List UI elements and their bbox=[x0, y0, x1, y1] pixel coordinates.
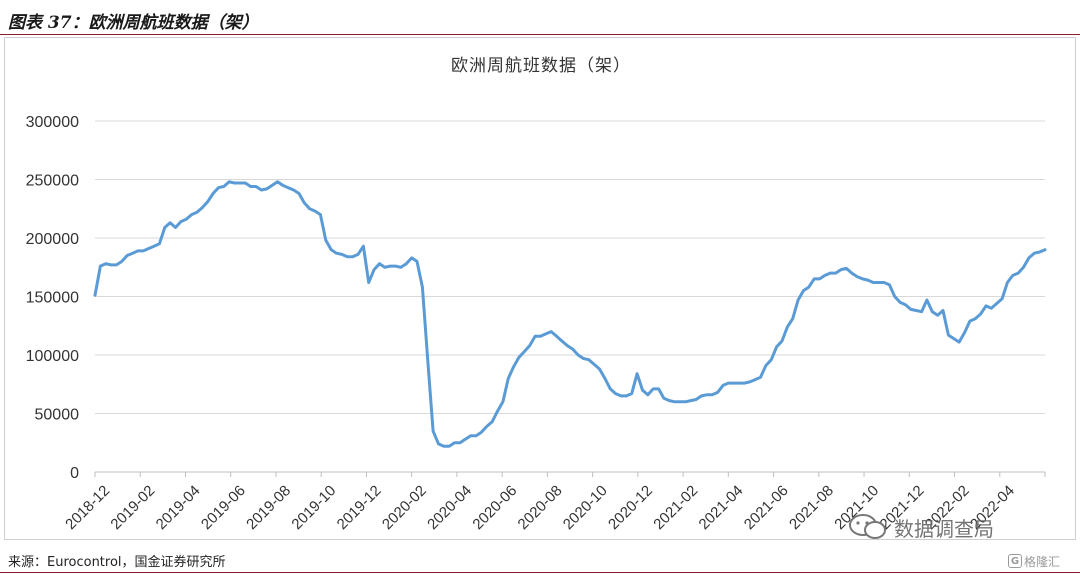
x-tick-label: 2019-04 bbox=[153, 482, 204, 533]
source-note: 来源：Eurocontrol，国金证券研究所 bbox=[8, 555, 226, 570]
x-tick-label: 2021-08 bbox=[786, 482, 837, 533]
x-tick-label: 2020-10 bbox=[560, 482, 611, 533]
x-tick-label: 2019-08 bbox=[243, 482, 294, 533]
x-tick-label: 2020-02 bbox=[379, 482, 430, 533]
y-tick-label: 250000 bbox=[26, 173, 79, 190]
x-tick-label: 2021-02 bbox=[650, 482, 701, 533]
wechat-bubbles-icon bbox=[848, 512, 888, 542]
y-tick-label: 300000 bbox=[26, 114, 79, 131]
logo-mark-icon: G bbox=[1008, 554, 1022, 568]
x-tick-label: 2020-04 bbox=[424, 482, 475, 533]
x-tick-label: 2019-02 bbox=[107, 482, 158, 533]
wechat-watermark: 数据调查局 bbox=[848, 510, 994, 544]
figure-title: 图表 37：欧洲周航班数据（架） bbox=[8, 13, 259, 33]
logo-text: 格隆汇 bbox=[1024, 554, 1061, 569]
x-tick-label: 2019-12 bbox=[334, 482, 385, 533]
x-tick-label: 2018-12 bbox=[62, 482, 113, 533]
y-tick-label: 50000 bbox=[35, 407, 80, 424]
y-tick-label: 200000 bbox=[26, 231, 79, 248]
chart-frame: 欧洲周航班数据（架） 0 50000 100000 150000 200000 25000… bbox=[4, 37, 1076, 540]
series-group bbox=[93, 180, 1047, 448]
header-rule bbox=[0, 34, 1080, 35]
watermark-text: 数据调查局 bbox=[894, 516, 994, 541]
x-tick-label: 2020-06 bbox=[469, 482, 520, 533]
x-tick-label: 2019-06 bbox=[198, 482, 249, 533]
footer-rule bbox=[0, 572, 1080, 573]
x-tick-label: 2019-10 bbox=[288, 482, 339, 533]
y-tick-label: 0 bbox=[70, 465, 79, 482]
x-tick-label: 2021-04 bbox=[696, 482, 747, 533]
x-tick-label: 2020-08 bbox=[515, 482, 566, 533]
y-axis: 0 50000 100000 150000 200000 250000 300000 bbox=[26, 114, 1045, 482]
chart-title: 欧洲周航班数据（架） bbox=[451, 56, 631, 76]
y-tick-label: 100000 bbox=[26, 348, 79, 365]
y-tick-label: 150000 bbox=[26, 290, 79, 307]
series-line-0 bbox=[93, 180, 1047, 448]
x-tick-label: 2021-06 bbox=[741, 482, 792, 533]
x-tick-label: 2020-12 bbox=[605, 482, 656, 533]
line-chart: 欧洲周航班数据（架） 0 50000 100000 150000 200000 25000… bbox=[26, 56, 1047, 533]
figure-header: 图表 37：欧洲周航班数据（架） bbox=[0, 0, 1080, 36]
gelonghui-logo: G 格隆汇 bbox=[1008, 553, 1060, 569]
